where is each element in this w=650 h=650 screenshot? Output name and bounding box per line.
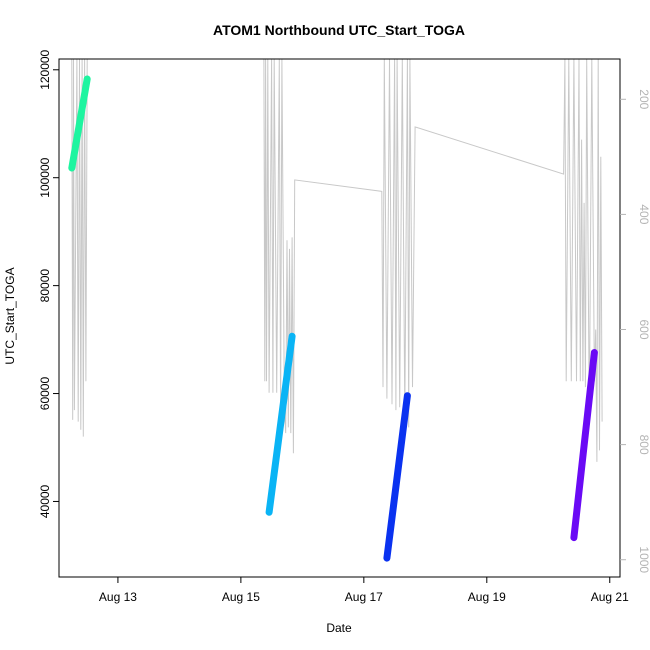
series-line-1 xyxy=(68,75,91,172)
secondary-series xyxy=(71,58,603,462)
series-group xyxy=(68,75,598,562)
y2-tick-label: 1000 xyxy=(637,546,650,573)
x-axis: Aug 13 Aug 15 Aug 17 Aug 19 Aug 21 xyxy=(99,577,629,604)
series-line-3 xyxy=(383,392,411,562)
x-axis-label: Date xyxy=(326,621,352,635)
y-axis-left: 40000 60000 80000 100000 120000 xyxy=(38,49,59,518)
y-tick-label: 40000 xyxy=(38,484,52,518)
y2-tick-label: 200 xyxy=(637,89,650,109)
x-tick-label: Aug 15 xyxy=(222,590,260,604)
y-tick-label: 60000 xyxy=(38,377,52,411)
y-tick-label: 80000 xyxy=(38,269,52,303)
y2-tick-label: 800 xyxy=(637,435,650,455)
y-axis-right: 200 400 600 800 1000 xyxy=(620,89,650,573)
series-line-4 xyxy=(570,349,598,542)
y-axis-label: UTC_Start_TOGA xyxy=(3,267,17,364)
y-tick-label: 120000 xyxy=(38,49,52,89)
y-tick-label: 100000 xyxy=(38,157,52,197)
chart-title: ATOM1 Northbound UTC_Start_TOGA xyxy=(213,22,465,38)
x-tick-label: Aug 19 xyxy=(468,590,506,604)
x-tick-label: Aug 21 xyxy=(591,590,629,604)
plot-frame xyxy=(58,58,621,578)
secondary-series-line xyxy=(71,58,603,462)
y2-tick-label: 600 xyxy=(637,319,650,339)
series-line-2 xyxy=(265,332,296,516)
y2-tick-label: 400 xyxy=(637,204,650,224)
x-tick-label: Aug 13 xyxy=(99,590,137,604)
x-tick-label: Aug 17 xyxy=(345,590,383,604)
